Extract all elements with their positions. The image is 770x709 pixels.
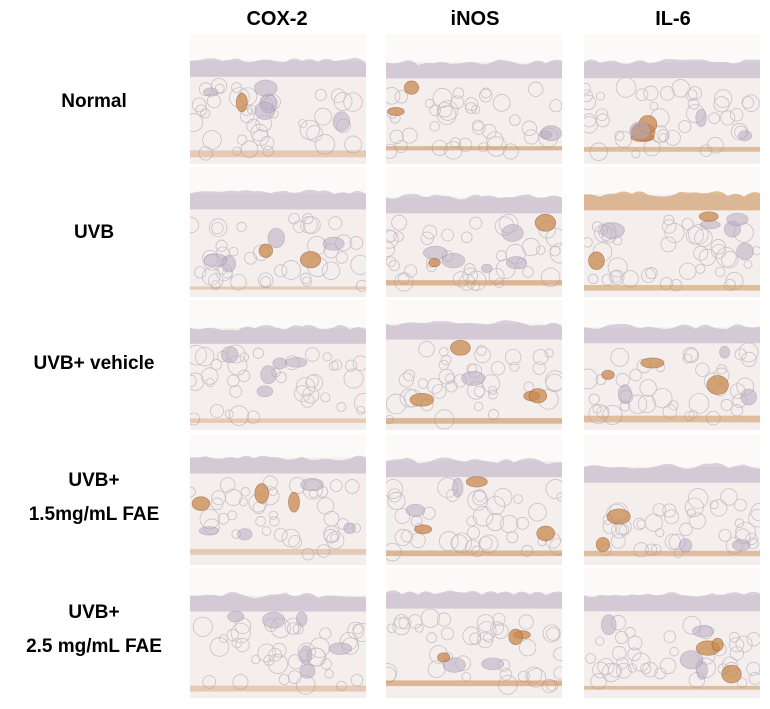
row-label-normal: Normal xyxy=(0,40,188,164)
micrograph-uvb-1-5-fae-cox2 xyxy=(190,435,366,565)
column-header-il6: IL-6 xyxy=(655,7,691,30)
micrograph-uvb-2-5-fae-il6 xyxy=(584,568,760,698)
row-label-line: UVB+ vehicle xyxy=(33,353,155,374)
column-header-inos: iNOS xyxy=(450,7,500,30)
micrograph-uvb-1-5-fae-il6 xyxy=(584,435,760,565)
column-header-cox2: COX-2 xyxy=(246,7,308,30)
micrograph-normal-inos xyxy=(386,34,562,164)
micrograph-uvb-2-5-fae-inos xyxy=(386,568,562,698)
row-label-line: UVB+ xyxy=(68,602,120,623)
micrograph-uvb-vehicle-inos xyxy=(386,300,562,430)
micrograph-uvb-inos xyxy=(386,167,562,297)
row-label-uvb-2-5-fae: UVB+ 2.5 mg/mL FAE xyxy=(0,568,188,692)
micrograph-uvb-vehicle-il6 xyxy=(584,300,760,430)
row-label-line: UVB+ xyxy=(68,470,120,491)
micrograph-uvb-1-5-fae-inos xyxy=(386,435,562,565)
micrograph-normal-cox2 xyxy=(190,34,366,164)
micrograph-normal-il6 xyxy=(584,34,760,164)
micrograph-uvb-il6 xyxy=(584,167,760,297)
micrograph-uvb-vehicle-cox2 xyxy=(190,300,366,430)
row-label-line: 2.5 mg/mL FAE xyxy=(26,636,162,657)
row-label-line: 1.5mg/mL FAE xyxy=(28,504,160,525)
micrograph-uvb-cox2 xyxy=(190,167,366,297)
micrograph-uvb-2-5-fae-cox2 xyxy=(190,568,366,698)
row-label-uvb: UVB xyxy=(0,171,188,295)
row-label-uvb-vehicle: UVB+ vehicle xyxy=(0,302,188,426)
row-label-line: Normal xyxy=(61,91,127,112)
row-label-uvb-1-5-fae: UVB+ 1.5mg/mL FAE xyxy=(0,436,188,560)
row-label-line: UVB xyxy=(73,222,115,243)
